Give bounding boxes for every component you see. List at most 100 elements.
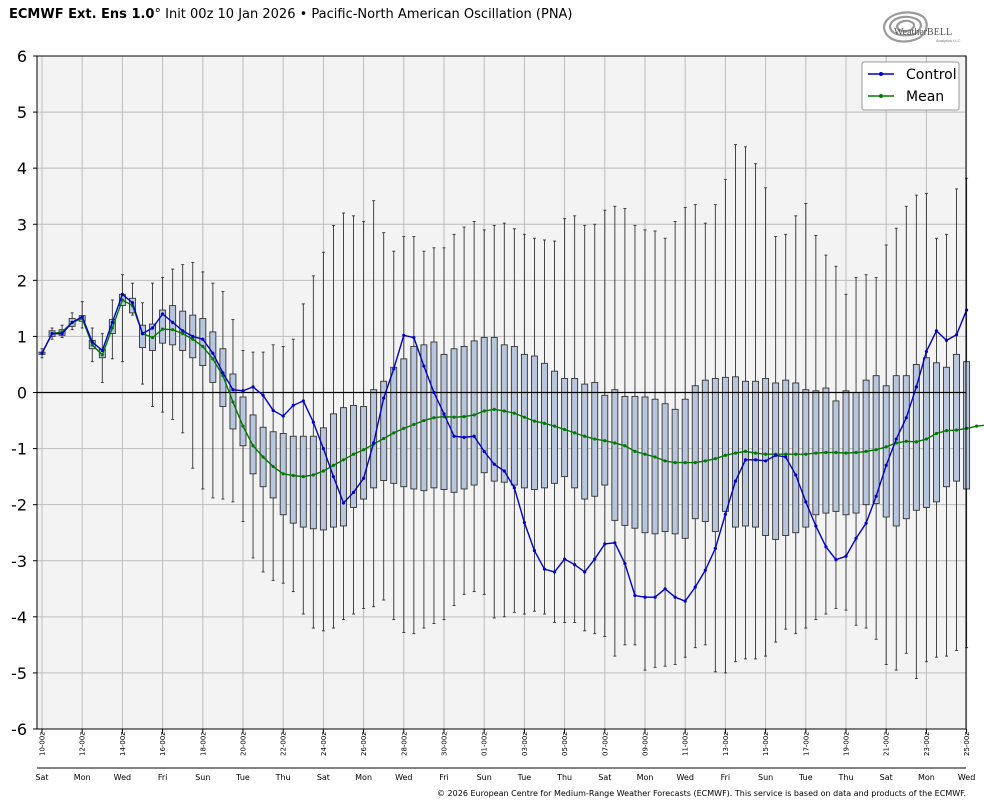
degree-sign: °	[154, 7, 161, 22]
control-point	[954, 333, 959, 337]
mean-point	[331, 463, 336, 468]
control-point	[703, 568, 707, 572]
control-point	[623, 561, 627, 566]
ensemble-box	[953, 188, 960, 651]
mean-point	[512, 411, 516, 415]
control-point	[743, 458, 748, 462]
control-point	[774, 453, 778, 457]
mean-point	[864, 449, 868, 453]
ensemble-box	[872, 277, 880, 640]
index-name: Pacific-North American Oscillation (PNA)	[311, 7, 573, 22]
ensemble-box	[400, 236, 408, 633]
control-point	[462, 435, 466, 439]
x-day-label: Wed	[676, 773, 693, 782]
ensemble-box	[742, 146, 749, 660]
ensemble-box	[159, 277, 167, 413]
control-point	[613, 541, 617, 545]
x-date-label: 15-00z	[762, 732, 770, 756]
ensemble-box	[892, 227, 900, 671]
x-day-label: Sun	[195, 773, 210, 782]
control-point	[150, 326, 155, 330]
iqr-box	[772, 382, 780, 540]
control-point	[422, 364, 426, 368]
control-point	[965, 308, 969, 312]
control-point	[110, 320, 114, 324]
ensemble-box	[269, 344, 277, 581]
iqr-box	[531, 355, 538, 490]
mean-point	[321, 469, 325, 473]
ensemble-box	[581, 224, 589, 632]
ensemble-box	[671, 220, 679, 665]
x-date-label: 01-00z	[481, 732, 489, 756]
ensemble-box	[651, 230, 659, 668]
iqr-box	[159, 309, 167, 344]
control-point	[864, 521, 868, 525]
mean-point	[191, 337, 195, 341]
y-tick-label: -1	[11, 440, 27, 459]
iqr-box	[641, 396, 649, 534]
x-day-label: Mon	[74, 773, 91, 782]
iqr-box	[430, 341, 438, 489]
mean-point	[764, 452, 768, 456]
ensemble-box	[380, 232, 388, 601]
mean-point	[844, 451, 848, 455]
mean-point	[552, 424, 557, 428]
mean-point	[311, 473, 315, 477]
iqr-box	[902, 375, 910, 520]
control-point	[90, 340, 94, 344]
mean-point	[563, 427, 567, 432]
iqr-box	[370, 389, 378, 489]
control-point	[382, 396, 386, 400]
control-point	[321, 446, 325, 451]
control-point	[563, 557, 567, 561]
mean-point	[241, 424, 245, 428]
ensemble-box	[721, 178, 729, 674]
iqr-box	[621, 395, 629, 526]
control-point	[241, 389, 245, 393]
control-point	[60, 332, 64, 336]
y-tick-label: 5	[17, 103, 27, 122]
iqr-box	[943, 366, 950, 488]
x-date-label: 13-00z	[722, 732, 730, 756]
legend-swatch-marker	[879, 72, 883, 76]
x-day-label: Thu	[837, 773, 853, 782]
mean-point	[834, 450, 838, 455]
iqr-box	[561, 378, 569, 478]
iqr-box	[289, 435, 297, 524]
x-date-label: 11-00z	[682, 732, 690, 756]
control-point	[392, 367, 396, 371]
x-day-label: Tue	[235, 773, 250, 782]
ensemble-box	[510, 228, 518, 613]
mean-point	[854, 450, 858, 455]
x-date-label: 20-00z	[240, 732, 248, 756]
ensemble-box	[701, 222, 709, 646]
iqr-box	[440, 353, 448, 490]
iqr-box	[832, 400, 840, 512]
control-point	[844, 554, 848, 558]
x-day-label: Fri	[439, 773, 449, 782]
ensemble-box	[661, 237, 669, 667]
ensemble-box	[410, 236, 418, 635]
control-point	[50, 332, 54, 336]
control-point	[251, 385, 255, 389]
x-date-label: 21-00z	[883, 732, 891, 756]
y-tick-label: -3	[11, 552, 27, 571]
iqr-box	[390, 366, 398, 484]
x-day-label: Mon	[637, 773, 654, 782]
control-point	[231, 388, 235, 392]
control-point	[100, 348, 104, 353]
control-point	[693, 585, 697, 589]
ensemble-box	[882, 244, 890, 665]
model-name: ECMWF Ext. Ens 1.0	[9, 7, 155, 22]
mean-point	[251, 444, 255, 448]
x-date-label: 25-00z	[963, 732, 971, 756]
x-date-label: 18-00z	[199, 732, 207, 756]
ensemble-box	[450, 233, 458, 607]
control-point	[341, 501, 346, 505]
iqr-box	[400, 358, 408, 488]
mean-point	[532, 419, 537, 423]
iqr-box	[882, 385, 890, 518]
control-point	[482, 449, 486, 453]
iqr-box	[661, 403, 669, 533]
mean-point	[291, 473, 295, 478]
